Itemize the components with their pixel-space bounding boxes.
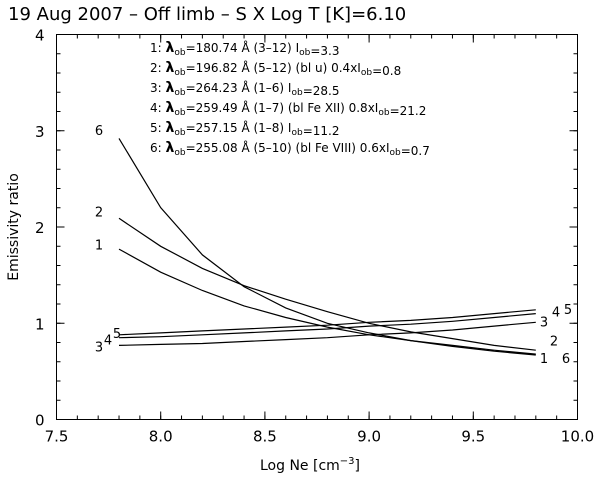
- line-label-left-5: 5: [113, 327, 121, 342]
- line-label-right-2: 2: [550, 335, 558, 350]
- line-label-left-6: 6: [95, 124, 103, 139]
- x-tick-label: 9.0: [357, 428, 381, 446]
- y-tick-label: 4: [35, 27, 45, 45]
- series-line-3: [118, 321, 536, 346]
- legend-entry: 6: λob=255.08 Å (5–10) (bl Fe VIII) 0.6x…: [150, 140, 430, 158]
- y-tick-label: 0: [35, 412, 45, 430]
- x-tick-label: 8.5: [253, 428, 277, 446]
- line-label-right-3: 3: [540, 315, 548, 330]
- y-tick-label: 1: [35, 315, 45, 333]
- x-tick-label: 9.5: [461, 428, 485, 446]
- y-tick-label: 2: [35, 219, 45, 237]
- line-label-left-4: 4: [104, 334, 112, 349]
- x-tick-label: 7.5: [45, 428, 69, 446]
- line-label-right-1: 1: [540, 352, 548, 367]
- line-label-right-6: 6: [562, 352, 570, 367]
- series-line-1: [118, 248, 536, 355]
- series-line-5: [118, 309, 536, 336]
- line-label-left-1: 1: [95, 238, 103, 253]
- y-axis-label: Emissivity ratio: [6, 173, 22, 281]
- series-line-2: [118, 217, 536, 351]
- series-line-6: [118, 138, 536, 356]
- legend-entry: 3: λob=264.23 Å (1–6) Iob=28.5: [150, 80, 339, 98]
- legend-entry: 4: λob=259.49 Å (1–7) (bl Fe XII) 0.8xIo…: [150, 100, 426, 118]
- y-tick-label: 3: [35, 123, 45, 141]
- x-axis-label: Log Ne [cm−3]: [260, 456, 360, 474]
- line-label-left-2: 2: [95, 206, 103, 221]
- x-axis: 7.5 8.0 8.5 9.0 9.5 10.0: [45, 34, 594, 446]
- series-line-4: [118, 313, 536, 339]
- legend: 1: λob=180.74 Å (3–12) Iob=3.3 2: λob=196…: [150, 40, 430, 158]
- x-tick-label: 8.0: [149, 428, 173, 446]
- chart-title: 19 Aug 2007 – Off limb – S X Log T [K]=6…: [8, 4, 406, 25]
- legend-entry: 5: λob=257.15 Å (1–8) Iob=11.2: [150, 120, 339, 138]
- series-lines: [118, 138, 536, 356]
- legend-entry: 1: λob=180.74 Å (3–12) Iob=3.3: [150, 40, 339, 58]
- legend-entry: 2: λob=196.82 Å (5–12) (bl u) 0.4xIob=0.…: [150, 60, 401, 78]
- x-tick-label: 10.0: [561, 428, 594, 446]
- line-label-left-3: 3: [95, 340, 103, 355]
- line-label-right-4: 4: [552, 306, 560, 321]
- line-label-right-5: 5: [564, 303, 572, 318]
